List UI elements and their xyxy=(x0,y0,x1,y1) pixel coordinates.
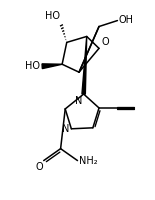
Text: HO: HO xyxy=(25,61,40,71)
Polygon shape xyxy=(42,64,62,69)
Polygon shape xyxy=(82,36,87,94)
Text: N: N xyxy=(62,124,69,134)
Text: O: O xyxy=(35,162,43,172)
Text: N: N xyxy=(75,96,82,106)
Text: OH: OH xyxy=(119,15,134,25)
Text: O: O xyxy=(101,37,109,47)
Text: NH₂: NH₂ xyxy=(79,156,98,166)
Text: HO: HO xyxy=(45,11,60,21)
